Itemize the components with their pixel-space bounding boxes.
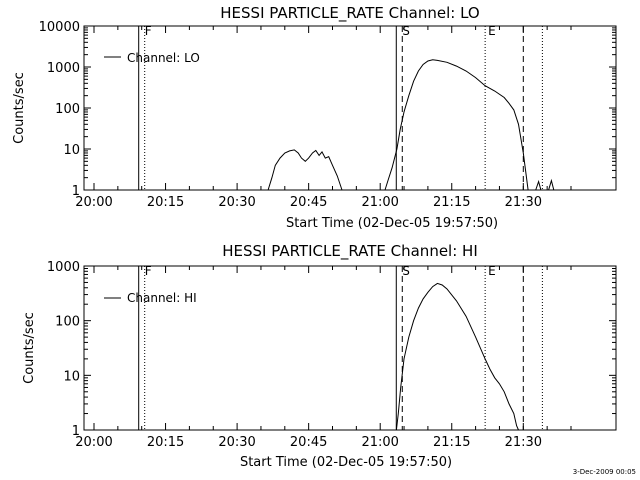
y-tick-label: 1000	[47, 61, 80, 76]
marker-label: F	[145, 264, 152, 278]
x-tick-label: 21:30	[505, 435, 542, 450]
chart-title: HESSI PARTICLE_RATE Channel: HI	[222, 242, 478, 261]
series-line	[267, 149, 343, 191]
x-tick-label: 20:00	[75, 435, 112, 450]
series-line	[395, 282, 519, 431]
y-axis-label: Counts/sec	[12, 72, 27, 144]
x-tick-label: 20:15	[147, 435, 184, 450]
chart-panel-lo: HESSI PARTICLE_RATE Channel: LO Start Ti…	[12, 4, 617, 231]
marker-label: S	[402, 24, 410, 38]
plot-frame	[83, 265, 617, 431]
x-tick-label: 20:30	[218, 195, 255, 210]
x-axis-label: Start Time (02-Dec-05 19:57:50)	[240, 455, 452, 470]
marker-label: E	[488, 264, 496, 278]
x-axis-label: Start Time (02-Dec-05 19:57:50)	[286, 216, 498, 231]
y-tick-label: 1000	[47, 260, 80, 275]
footer-timestamp: 3-Dec-2009 00:05	[573, 468, 636, 476]
series-line	[384, 59, 529, 191]
x-tick-label: 20:30	[218, 435, 255, 450]
series-line	[548, 178, 555, 191]
y-tick-label: 10	[63, 369, 80, 384]
marker-label: S	[402, 264, 410, 278]
x-tick-label: 20:00	[75, 195, 112, 210]
legend-label: Channel: LO	[127, 51, 200, 65]
y-tick-label: 1	[72, 424, 80, 439]
x-tick-label: 21:00	[361, 435, 398, 450]
y-tick-label: 100	[55, 102, 80, 117]
y-tick-label: 1	[72, 184, 80, 199]
x-tick-label: 20:15	[147, 195, 184, 210]
series-line	[535, 179, 542, 191]
y-tick-label: 10000	[39, 20, 80, 35]
x-tick-label: 21:30	[505, 195, 542, 210]
x-tick-label: 21:00	[361, 195, 398, 210]
y-tick-label: 10	[63, 143, 80, 158]
y-axis-label: Counts/sec	[22, 312, 37, 384]
y-tick-label: 100	[55, 315, 80, 330]
x-tick-label: 20:45	[290, 195, 327, 210]
chart-title: HESSI PARTICLE_RATE Channel: LO	[220, 4, 479, 23]
x-tick-label: 21:15	[433, 195, 470, 210]
marker-label: F	[145, 24, 152, 38]
legend-label: Channel: HI	[127, 291, 197, 305]
x-tick-label: 20:45	[290, 435, 327, 450]
marker-label: E	[488, 24, 496, 38]
chart-panel-hi: HESSI PARTICLE_RATE Channel: HI Start Ti…	[22, 242, 617, 470]
x-tick-label: 21:15	[433, 435, 470, 450]
